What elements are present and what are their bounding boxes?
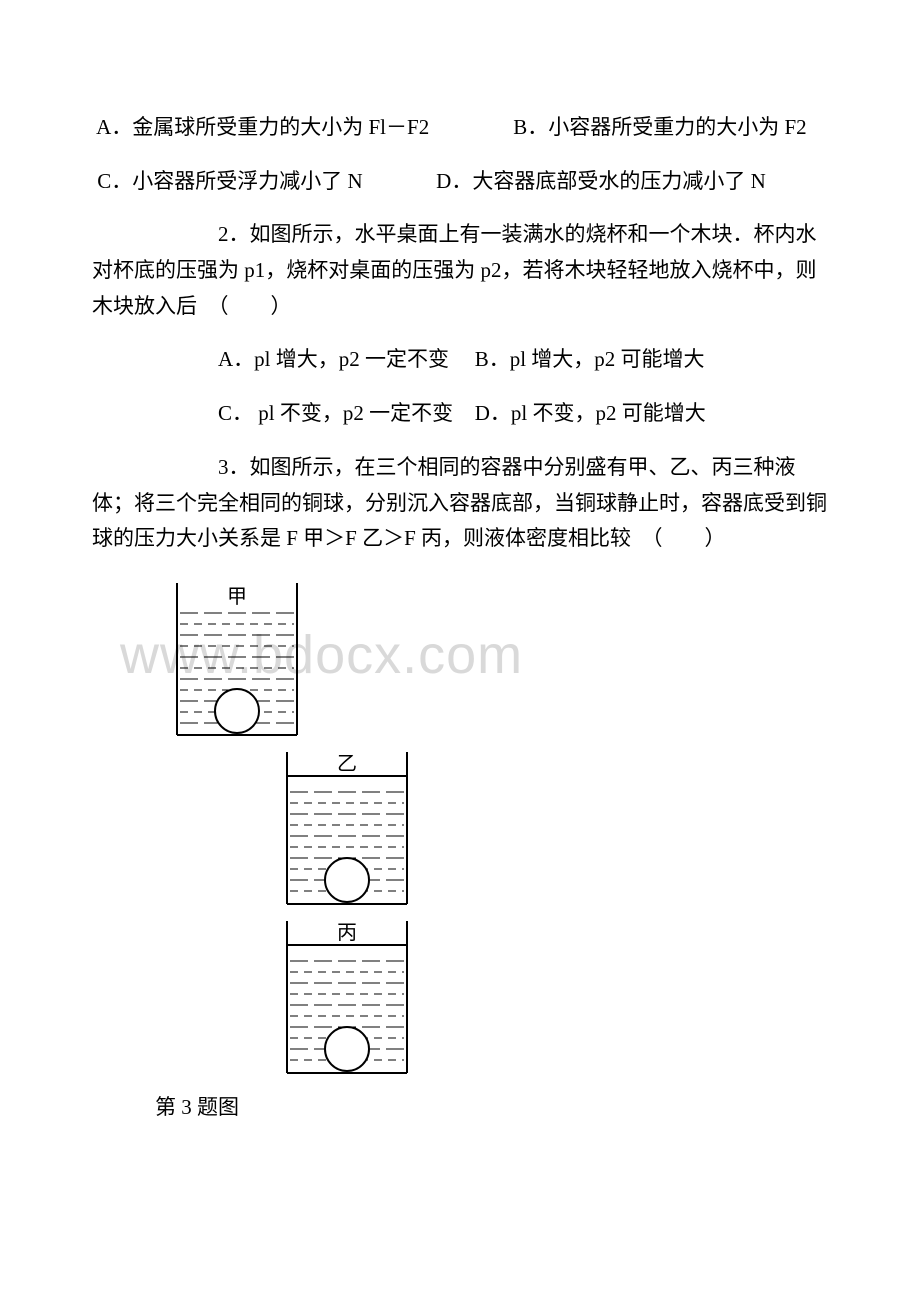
- q2-stem: 2．如图所示，水平桌面上有一装满水的烧杯和一个木块．杯内水对杯底的压强为 p1，…: [92, 217, 828, 324]
- q2-opt-d: D．pl 不变，p2 可能增大: [475, 396, 828, 432]
- q1-opt-row-ab: A．金属球所受重力的大小为 Fl－F2 B．小容器所受重力的大小为 F2: [92, 110, 828, 146]
- q3-fig-jia: 甲: [162, 575, 828, 740]
- q1-opt-c: C．小容器所受浮力减小了 N: [97, 169, 362, 193]
- svg-text:丙: 丙: [337, 922, 357, 944]
- svg-text:甲: 甲: [227, 586, 247, 608]
- q1-opt-d: D．大容器底部受水的压力减小了 N: [436, 169, 766, 193]
- svg-text:乙: 乙: [337, 753, 357, 775]
- q1-opt-row-cd: C．小容器所受浮力减小了 N D．大容器底部受水的压力减小了 N: [92, 164, 828, 200]
- q1-opt-a: A．金属球所受重力的大小为 Fl－F2: [96, 115, 429, 139]
- q1-opt-b: B．小容器所受重力的大小为 F2: [513, 115, 806, 139]
- page-content: A．金属球所受重力的大小为 Fl－F2 B．小容器所受重力的大小为 F2 C．小…: [92, 110, 828, 1126]
- q3-fig-yi: 乙: [272, 744, 828, 909]
- q3-stem: 3．如图所示，在三个相同的容器中分别盛有甲、乙、丙三种液体；将三个完全相同的铜球…: [92, 450, 828, 557]
- q3-fig-bing: 丙: [272, 913, 828, 1078]
- q2-opt-row-ab: A．pl 增大，p2 一定不变 B．pl 增大，p2 可能增大: [92, 342, 828, 378]
- q2-opt-b: B．pl 增大，p2 可能增大: [475, 342, 828, 378]
- q2-opt-row-cd: C． pl 不变，p2 一定不变 D．pl 不变，p2 可能增大: [92, 396, 828, 432]
- q2-opt-c: C． pl 不变，p2 一定不变: [92, 396, 475, 432]
- q3-caption: 第 3 题图: [92, 1090, 828, 1126]
- q2-opt-a: A．pl 增大，p2 一定不变: [92, 342, 475, 378]
- q3-figures: 甲 乙: [162, 575, 828, 1078]
